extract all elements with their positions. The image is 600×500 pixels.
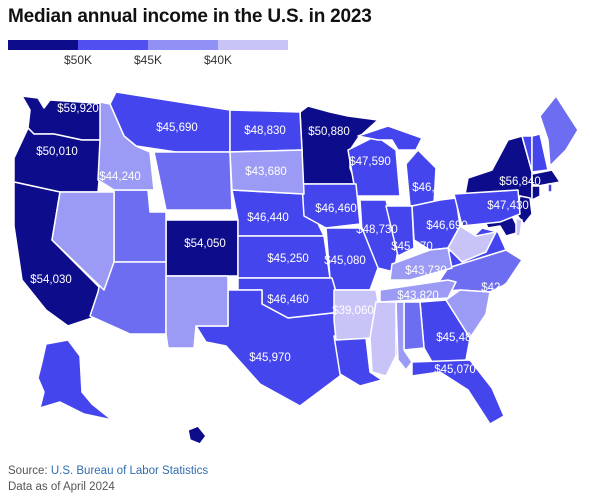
label-california: $54,030	[30, 274, 72, 286]
state-rhode-island[interactable]	[547, 183, 553, 193]
label-oklahoma: $46,460	[267, 294, 309, 306]
label-colorado: $54,050	[184, 238, 226, 250]
legend-label-50k: $50K	[63, 53, 93, 67]
state-michigan-lower[interactable]	[405, 149, 437, 207]
label-tennessee: $43,820	[397, 290, 439, 302]
state-new-york[interactable]	[463, 135, 533, 201]
label-north-dakota: $48,830	[244, 125, 286, 137]
state-texas[interactable]	[195, 289, 349, 407]
legend-labels: $50K $45K $40K	[8, 53, 288, 69]
state-kentucky[interactable]	[389, 247, 453, 281]
label-new-york: $56,840	[499, 176, 541, 188]
label-georgia: $45,480	[436, 332, 478, 344]
label-nebraska: $46,440	[247, 212, 289, 224]
state-maine[interactable]	[539, 95, 579, 167]
state-michigan[interactable]	[357, 125, 423, 151]
state-new-mexico[interactable]	[165, 275, 229, 349]
legend-swatch-1	[8, 40, 78, 50]
color-legend: $50K $45K $40K	[8, 40, 288, 69]
legend-color-bar	[8, 40, 288, 50]
label-michigan: $46,940	[412, 182, 454, 194]
state-wyoming[interactable]	[153, 151, 233, 211]
state-nevada[interactable]	[51, 191, 115, 291]
label-south-dakota: $43,680	[245, 166, 287, 178]
state-south-dakota[interactable]	[229, 149, 305, 195]
source-link[interactable]: U.S. Bureau of Labor Statistics	[50, 465, 209, 477]
state-new-hampshire[interactable]	[531, 133, 549, 173]
label-washington: $59,920	[57, 103, 99, 115]
legend-swatch-3	[148, 40, 218, 50]
date-note: Data as of April 2024	[8, 481, 115, 493]
state-mississippi[interactable]	[369, 301, 397, 377]
label-illinois: $48,730	[356, 224, 398, 236]
chart-title: Median annual income in the U.S. in 2023	[8, 6, 372, 27]
label-wisconsin: $47,590	[349, 156, 391, 168]
label-minnesota: $50,880	[308, 126, 350, 138]
state-idaho[interactable]	[97, 101, 155, 191]
label-idaho: $44,240	[99, 171, 141, 183]
source-line: Source: U.S. Bureau of Labor Statistics	[8, 463, 208, 479]
label-ohio: $46,690	[426, 220, 468, 232]
state-south-carolina[interactable]	[445, 289, 491, 339]
label-arkansas: $39,060	[332, 305, 374, 317]
label-montana: $45,690	[156, 122, 198, 134]
label-indiana: $45,470	[391, 241, 433, 253]
legend-label-45k: $45K	[133, 53, 163, 67]
state-florida[interactable]	[411, 359, 505, 425]
label-oregon: $50,010	[36, 146, 78, 158]
legend-swatch-2	[78, 40, 148, 50]
state-alaska[interactable]	[37, 339, 113, 421]
state-utah[interactable]	[113, 189, 167, 263]
label-north-carolina: $42,220	[481, 282, 523, 294]
label-new-hampshire: $47,430	[487, 200, 529, 212]
state-arizona[interactable]	[89, 261, 167, 335]
footer: Source: U.S. Bureau of Labor Statistics …	[8, 463, 208, 495]
state-west-virginia[interactable]	[447, 225, 497, 263]
legend-label-40k: $40K	[203, 53, 233, 67]
label-kentucky: $43,730	[405, 265, 447, 277]
state-delaware[interactable]	[515, 217, 523, 237]
label-iowa: $46,460	[315, 203, 357, 215]
label-kansas: $45,250	[267, 253, 309, 265]
state-indiana[interactable]	[385, 205, 415, 257]
state-tennessee[interactable]	[379, 279, 457, 303]
state-connecticut[interactable]	[531, 185, 541, 201]
label-florida: $45,070	[434, 364, 476, 376]
label-missouri: $45,080	[324, 255, 366, 267]
state-alabama-east[interactable]	[403, 301, 425, 351]
state-pennsylvania[interactable]	[453, 189, 521, 227]
legend-swatch-4	[218, 40, 288, 50]
us-state-map: $59,920 $50,010 $54,030 $44,240 $45,690 …	[13, 91, 579, 445]
label-texas: $45,970	[249, 352, 291, 364]
state-iowa[interactable]	[301, 183, 361, 229]
source-prefix: Source:	[8, 465, 51, 477]
state-alabama[interactable]	[395, 301, 413, 371]
state-hawaii[interactable]	[187, 425, 207, 445]
